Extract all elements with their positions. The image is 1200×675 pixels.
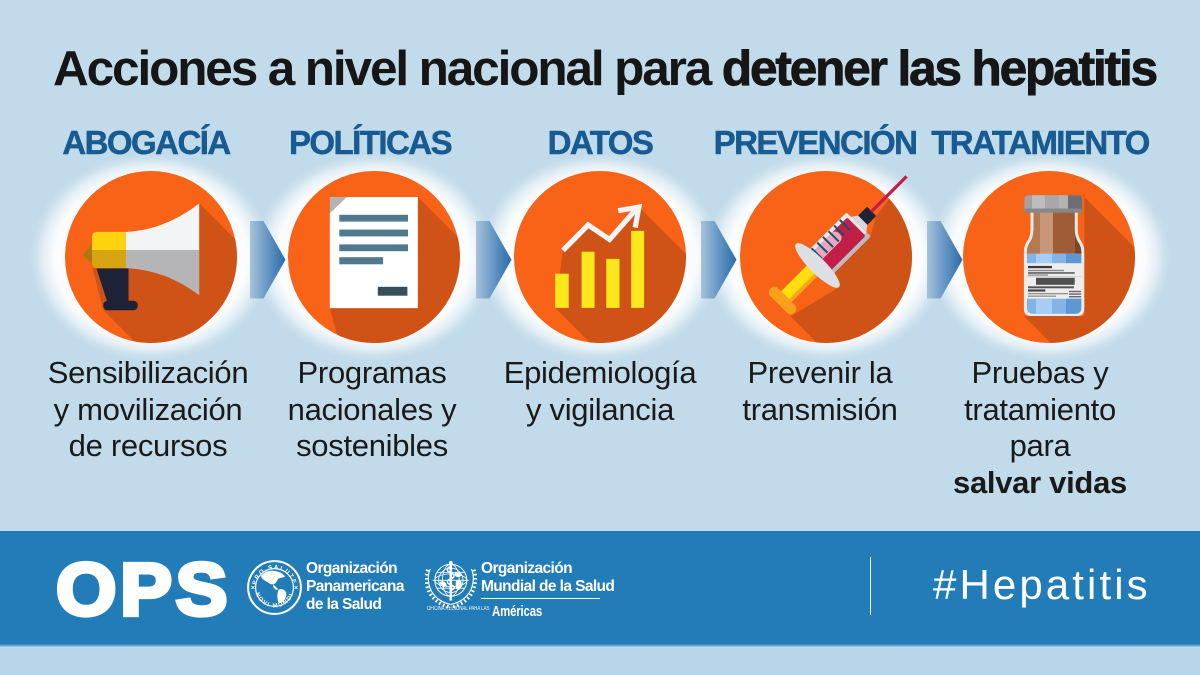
svg-text:NOVI MUNDI: NOVI MUNDI [253, 592, 295, 610]
